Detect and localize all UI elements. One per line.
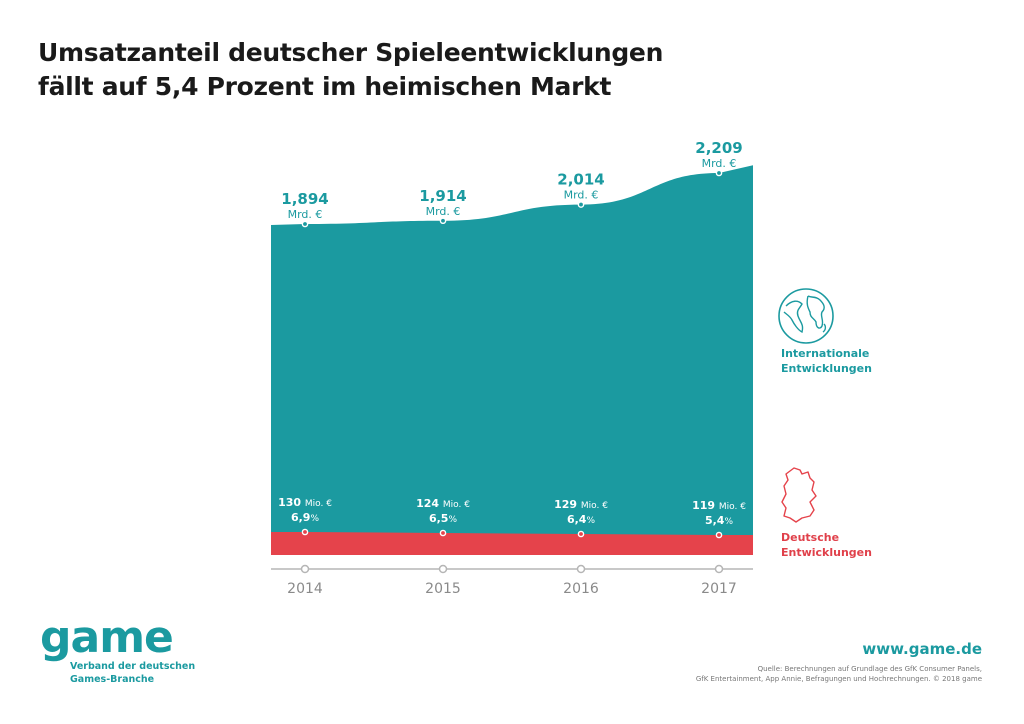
total-point — [439, 217, 447, 225]
de-share-value: 6,9 — [291, 511, 311, 524]
de-value: 129 — [554, 498, 581, 511]
total-point — [577, 201, 585, 208]
de-unit: Mio. € — [305, 499, 332, 509]
logo-subtitle-line2: Games-Branche — [70, 674, 155, 685]
total-point — [301, 220, 309, 228]
total-point — [715, 169, 723, 177]
globe-icon — [778, 288, 834, 344]
title-line-1: Umsatzanteil deutscher Spieleentwicklung… — [38, 38, 664, 67]
de-share-label: 6,4% — [567, 513, 596, 526]
x-axis-tick — [576, 564, 586, 574]
legend-international: Internationale Entwicklungen — [781, 346, 872, 376]
de-point — [301, 528, 309, 536]
total-value-label: 1,914 — [419, 187, 466, 205]
legend-deutsch-line1: Deutsche — [781, 531, 840, 544]
de-share-value: 6,5 — [429, 512, 449, 525]
total-value-label: 2,014 — [557, 171, 604, 189]
de-point — [715, 531, 723, 539]
de-unit: Mio. € — [581, 501, 608, 511]
de-share-value: 6,4 — [567, 513, 587, 526]
de-share-label: 6,5% — [429, 512, 458, 525]
logo-subtitle-line1: Verband der deutschen — [70, 661, 196, 672]
de-share-percent: % — [310, 514, 319, 524]
de-value: 124 — [416, 497, 443, 510]
title-line-2: fällt auf 5,4 Prozent im heimischen Mark… — [38, 72, 612, 101]
website-link[interactable]: www.game.de — [862, 640, 982, 658]
area-deutsch — [271, 532, 753, 555]
germany-map-icon — [781, 467, 817, 523]
x-axis-tick — [300, 564, 310, 574]
total-unit-label: Mrd. € — [564, 189, 599, 202]
chart-title: Umsatzanteil deutscher Spieleentwicklung… — [38, 36, 663, 104]
x-axis-tick — [714, 564, 724, 574]
x-tick-label: 2014 — [287, 581, 323, 597]
x-axis-tick — [438, 564, 448, 574]
de-share-percent: % — [724, 517, 733, 527]
de-value-label: 124 Mio. € — [416, 497, 470, 510]
de-point — [439, 529, 447, 537]
de-point — [577, 530, 585, 538]
total-value-label: 2,209 — [695, 139, 742, 157]
legend-international-line1: Internationale — [781, 347, 870, 360]
de-share-label: 5,4% — [705, 514, 734, 527]
de-unit: Mio. € — [719, 502, 746, 512]
source-line2: GfK Entertainment, App Annie, Befragunge… — [695, 675, 982, 683]
logo-subtitle: Verband der deutschen Games-Branche — [70, 660, 195, 686]
de-share-label: 6,9% — [291, 511, 320, 524]
x-tick-label: 2015 — [425, 581, 461, 597]
total-unit-label: Mrd. € — [426, 205, 461, 218]
x-tick-label: 2017 — [701, 581, 737, 597]
de-share-percent: % — [448, 515, 457, 525]
game-logo: game — [40, 612, 174, 663]
source-line1: Quelle: Berechnungen auf Grundlage des G… — [757, 665, 982, 673]
total-value-label: 1,894 — [281, 190, 328, 208]
legend-deutsch-line2: Entwicklungen — [781, 546, 872, 559]
de-unit: Mio. € — [443, 500, 470, 510]
source-note: Quelle: Berechnungen auf Grundlage des G… — [696, 664, 982, 684]
de-value-label: 129 Mio. € — [554, 498, 608, 511]
legend-international-line2: Entwicklungen — [781, 362, 872, 375]
legend-deutsch: Deutsche Entwicklungen — [781, 530, 872, 560]
area-international — [271, 165, 753, 555]
de-share-value: 5,4 — [705, 514, 725, 527]
de-value-label: 130 Mio. € — [278, 496, 332, 509]
de-value-label: 119 Mio. € — [692, 499, 746, 512]
de-value: 130 — [278, 496, 305, 509]
total-unit-label: Mrd. € — [702, 157, 737, 170]
de-share-percent: % — [586, 516, 595, 526]
de-value: 119 — [692, 499, 719, 512]
x-tick-label: 2016 — [563, 581, 599, 597]
total-unit-label: Mrd. € — [288, 208, 323, 221]
